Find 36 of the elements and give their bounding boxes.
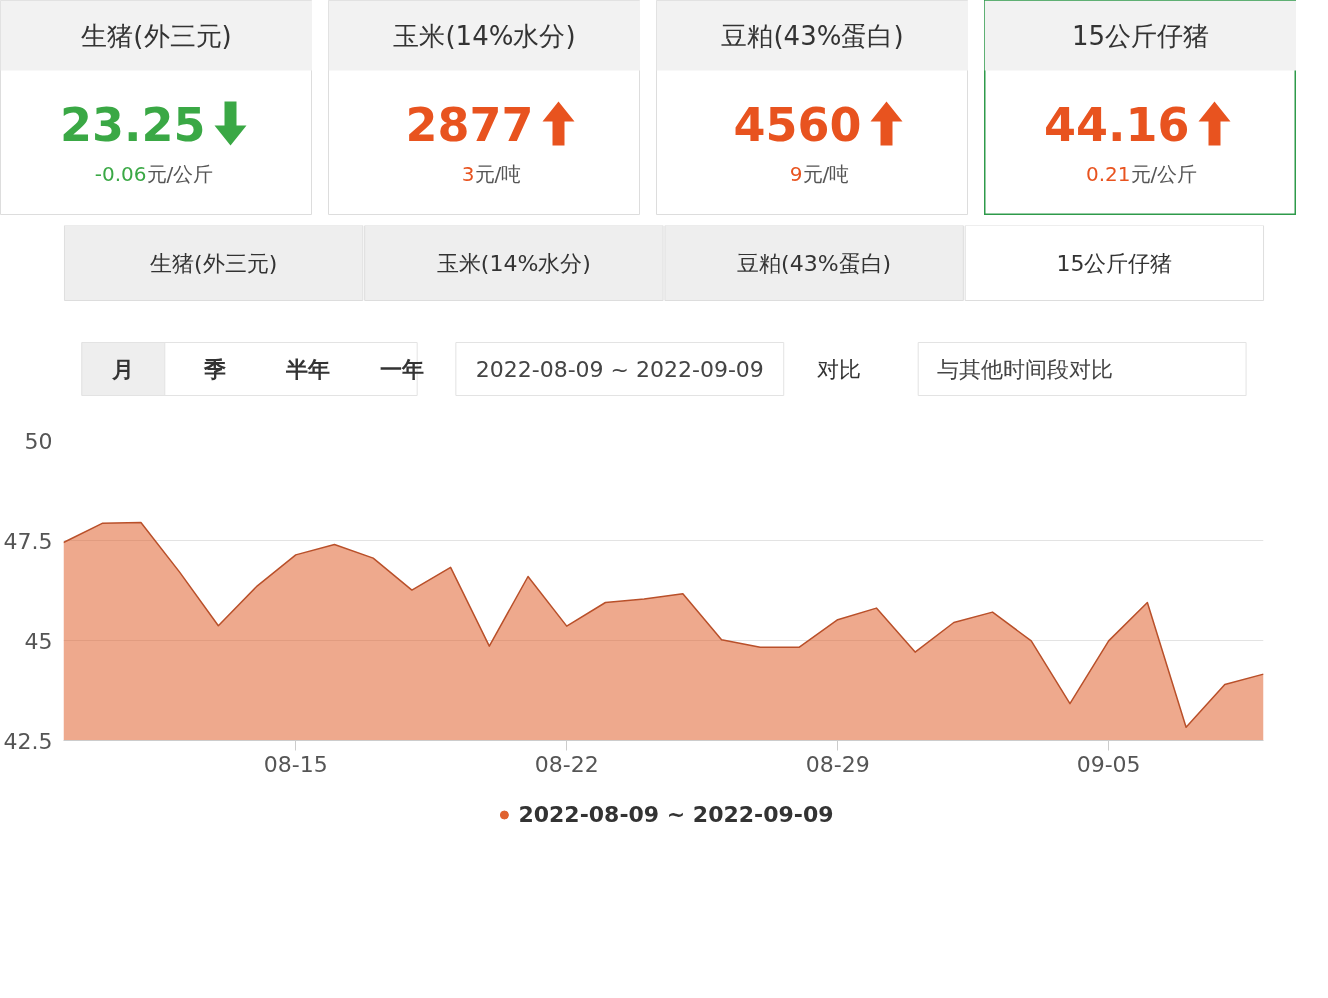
text: 豆粕(43%蛋白)	[721, 20, 904, 51]
data-label: -0.06	[94, 161, 147, 186]
data-label: 3	[461, 161, 475, 186]
x-tick-label: 08-15	[263, 751, 328, 777]
x-tick-label: 08-22	[534, 751, 599, 777]
text: 一年	[379, 357, 424, 382]
text: 与其他时间段对比	[936, 357, 1113, 382]
text: 元/吨	[802, 161, 850, 186]
data-label: 23.25	[60, 97, 206, 152]
x-tick-label: 09-05	[1076, 751, 1141, 777]
text: 半年	[284, 357, 330, 382]
text: 2022-08-09 ~ 2022-09-09	[475, 357, 764, 382]
legend-label: 2022-08-09 ~ 2022-09-09	[518, 801, 834, 827]
y-tick-label: 50	[24, 428, 53, 454]
y-tick-label: 42.5	[3, 728, 53, 754]
text: 元/吨	[474, 161, 522, 186]
data-label: 0.21	[1085, 161, 1131, 186]
text: 玉米(14%水分)	[393, 20, 576, 51]
data-label: 2877	[405, 97, 534, 152]
data-label: 4560	[733, 97, 862, 152]
data-label: 9	[789, 161, 803, 186]
text: 对比	[816, 357, 861, 382]
text: 豆粕(43%蛋白)	[737, 251, 892, 276]
text: 15公斤仔猪	[1071, 20, 1210, 51]
text: 生猪(外三元)	[150, 251, 278, 276]
y-tick-label: 47.5	[3, 528, 53, 554]
text: 生猪(外三元)	[81, 20, 232, 51]
text: 季	[203, 357, 227, 382]
y-tick-label: 45	[24, 628, 53, 654]
x-tick-label: 08-29	[805, 751, 870, 777]
text: 元/公斤	[1130, 161, 1198, 186]
data-label: 44.16	[1044, 97, 1190, 152]
text: 15公斤仔猪	[1056, 251, 1173, 276]
text: 月	[111, 357, 135, 382]
text: 玉米(14%水分)	[436, 251, 591, 276]
text: 元/公斤	[146, 161, 214, 186]
